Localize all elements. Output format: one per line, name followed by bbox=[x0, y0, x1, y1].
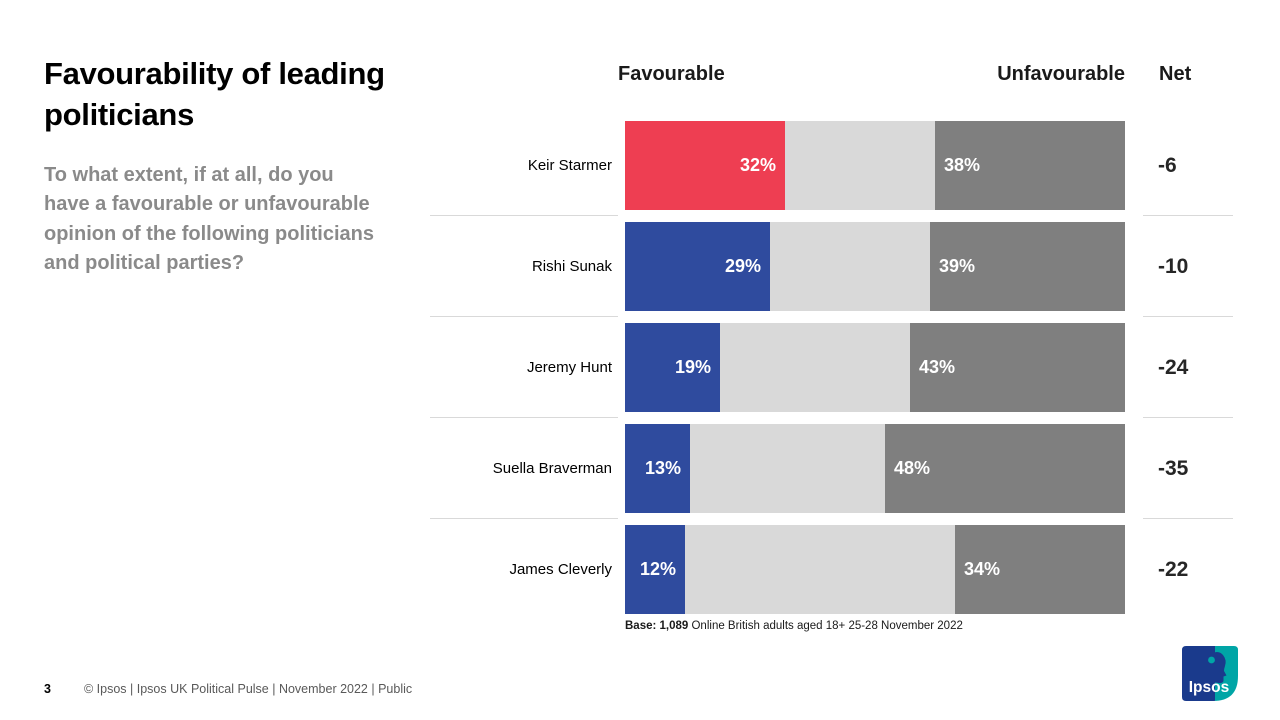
chart-row: Suella Braverman 13% 48% -35 bbox=[430, 418, 1240, 519]
page-number: 3 bbox=[44, 682, 51, 696]
svg-text:Ipsos: Ipsos bbox=[1189, 679, 1229, 696]
net-score: -35 bbox=[1158, 456, 1189, 480]
base-note-bold: Base: 1,089 bbox=[625, 620, 689, 632]
column-header-net: Net bbox=[1159, 63, 1192, 85]
column-header-favourable: Favourable bbox=[618, 63, 725, 85]
net-score: -10 bbox=[1158, 254, 1189, 278]
politician-name: James Cleverly bbox=[509, 561, 612, 578]
column-header-unfavourable: Unfavourable bbox=[997, 63, 1125, 85]
unfavourable-value: 34% bbox=[964, 559, 1001, 579]
favourable-segment: 19% bbox=[625, 323, 720, 412]
net-score: -6 bbox=[1158, 153, 1177, 177]
politician-name: Suella Braverman bbox=[492, 460, 612, 477]
chart-row: James Cleverly 12% 34% -22 bbox=[430, 519, 1240, 620]
stacked-bar: 19% 43% bbox=[625, 323, 1125, 412]
chart-row: Jeremy Hunt 19% 43% -24 bbox=[430, 317, 1240, 418]
chart-row: Rishi Sunak 29% 39% -10 bbox=[430, 216, 1240, 317]
politician-name: Rishi Sunak bbox=[531, 258, 612, 275]
unfavourable-value: 38% bbox=[944, 155, 981, 175]
stacked-bar: 12% 34% bbox=[625, 525, 1125, 614]
favourable-segment: 12% bbox=[625, 525, 685, 614]
base-note: Base: 1,089 Online British adults aged 1… bbox=[625, 620, 963, 632]
bar-chart: Keir Starmer 32% 38% -6 Rishi Sunak 29% 39% -10… bbox=[430, 115, 1240, 620]
middle-segment bbox=[770, 222, 930, 311]
net-score: -22 bbox=[1158, 557, 1189, 581]
favourable-value: 13% bbox=[644, 458, 681, 478]
unfavourable-segment: 43% bbox=[910, 323, 1125, 412]
stacked-bar: 32% 38% bbox=[625, 121, 1125, 210]
favourable-value: 12% bbox=[639, 559, 676, 579]
unfavourable-value: 43% bbox=[919, 357, 956, 377]
middle-segment bbox=[685, 525, 955, 614]
middle-segment bbox=[720, 323, 910, 412]
favourable-value: 19% bbox=[674, 357, 711, 377]
stacked-bar: 29% 39% bbox=[625, 222, 1125, 311]
favourable-segment: 32% bbox=[625, 121, 785, 210]
page-title: Favourability of leading politicians bbox=[44, 56, 385, 132]
unfavourable-value: 39% bbox=[939, 256, 976, 276]
unfavourable-segment: 48% bbox=[885, 424, 1125, 513]
politician-name: Keir Starmer bbox=[527, 157, 612, 174]
middle-segment bbox=[785, 121, 935, 210]
favourable-value: 32% bbox=[739, 155, 776, 175]
net-score: -24 bbox=[1158, 355, 1189, 379]
favourable-value: 29% bbox=[724, 256, 761, 276]
favourable-segment: 29% bbox=[625, 222, 770, 311]
unfavourable-value: 48% bbox=[894, 458, 931, 478]
chart-row: Keir Starmer 32% 38% -6 bbox=[430, 115, 1240, 216]
unfavourable-segment: 39% bbox=[930, 222, 1125, 311]
politician-name: Jeremy Hunt bbox=[526, 359, 612, 376]
favourable-segment: 13% bbox=[625, 424, 690, 513]
base-note-rest: Online British adults aged 18+ 25-28 Nov… bbox=[688, 620, 963, 632]
unfavourable-segment: 34% bbox=[955, 525, 1125, 614]
ipsos-logo-icon: Ipsos bbox=[1182, 646, 1238, 701]
survey-question: To what extent, if at all, do you have a… bbox=[44, 164, 374, 275]
unfavourable-segment: 38% bbox=[935, 121, 1125, 210]
middle-segment bbox=[690, 424, 885, 513]
stacked-bar: 13% 48% bbox=[625, 424, 1125, 513]
footer-credit: © Ipsos | Ipsos UK Political Pulse | Nov… bbox=[84, 682, 413, 696]
